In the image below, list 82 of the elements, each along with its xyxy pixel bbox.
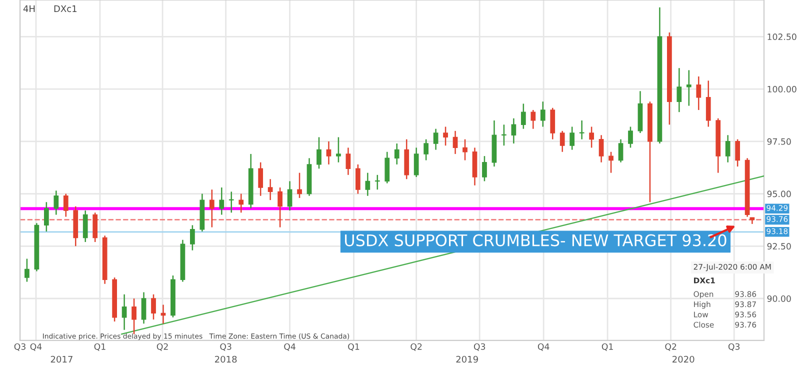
- candlestick: [530, 109, 536, 130]
- candlestick: [141, 292, 146, 324]
- candlestick: [394, 142, 400, 166]
- candlestick: [433, 128, 438, 150]
- candlestick: [696, 76, 702, 111]
- candlestick: [384, 151, 390, 184]
- y-tick-label: 97.50: [767, 138, 791, 145]
- x2-tick-label: 2020: [672, 356, 694, 363]
- candlestick: [278, 186, 282, 228]
- candlestick: [560, 130, 565, 152]
- candlestick: [570, 126, 575, 150]
- x-tick-label: Q1: [348, 343, 360, 351]
- candlestick: [82, 210, 88, 243]
- y-tick-label: 102.50: [768, 34, 796, 40]
- x-tick-label: Q3: [728, 343, 740, 351]
- candlestick: [520, 103, 526, 130]
- candlestick: [54, 190, 59, 216]
- x-tick-label: Q2: [156, 343, 168, 351]
- x-tick-label: Q3: [474, 343, 486, 351]
- candlestick: [238, 193, 244, 214]
- candlestick: [92, 212, 98, 243]
- candlestick: [346, 147, 351, 176]
- candlestick: [336, 136, 341, 163]
- candlestick: [355, 164, 360, 194]
- candlestick: [326, 140, 332, 166]
- candlestick: [589, 126, 594, 148]
- x-tick-label: Q3: [14, 343, 26, 351]
- candlestick: [365, 172, 370, 196]
- candlestick: [608, 151, 614, 174]
- x2-tick-label: 2018: [214, 356, 237, 363]
- candlestick: [502, 124, 506, 146]
- candlestick: [219, 186, 224, 216]
- candlestick: [676, 67, 682, 113]
- candlestick: [414, 147, 419, 178]
- candlestick: [297, 172, 302, 199]
- candlestick: [424, 138, 429, 161]
- candlestick: [132, 298, 136, 335]
- candlestick: [443, 126, 448, 146]
- candlestick: [44, 202, 49, 232]
- x-tick-label: Q1: [602, 343, 613, 351]
- x-tick-label: Q3: [220, 343, 232, 351]
- candlestick: [316, 136, 322, 170]
- candlestick: [540, 100, 546, 128]
- y-tick-label: 92.50: [767, 243, 791, 250]
- candlestick: [735, 138, 740, 168]
- candlestick: [618, 138, 624, 163]
- candlestick: [462, 138, 468, 161]
- x-tick-label: Q2: [410, 343, 422, 351]
- annotation: USDX SUPPORT CRUMBLES- NEW TARGET 93.20: [345, 234, 726, 246]
- x-tick-label: Q2: [665, 343, 676, 351]
- x-tick-label: Q4: [538, 343, 550, 351]
- candlestick: [122, 294, 127, 331]
- candlestick: [452, 130, 458, 155]
- candlestick: [151, 294, 156, 320]
- x2-tick-label: 2017: [50, 356, 72, 363]
- candlestick: [258, 162, 264, 196]
- x-tick-label: Q4: [284, 343, 296, 351]
- annotation: 4H: [23, 5, 35, 12]
- candlestick: [24, 258, 30, 282]
- candlestick: [598, 134, 604, 163]
- candlestick: [686, 70, 692, 106]
- candlestick: [374, 174, 380, 190]
- candlestick: [579, 120, 584, 140]
- candlestick: [228, 191, 234, 214]
- candlestick: [706, 80, 711, 128]
- annotation: DXc1: [54, 5, 76, 12]
- candlestick: [190, 224, 195, 251]
- candlestick: [287, 180, 292, 212]
- candlestick: [482, 155, 487, 182]
- candlestick: [628, 126, 633, 148]
- candlestick: [725, 134, 730, 163]
- x-tick-label: Q4: [30, 343, 42, 351]
- candlestick: [268, 178, 273, 201]
- y-tick-label: 90.00: [767, 295, 791, 302]
- candlestick: [63, 193, 68, 218]
- candlestick: [550, 107, 556, 140]
- x2-tick-label: 2019: [456, 356, 478, 363]
- x-tick-label: Q1: [94, 343, 106, 351]
- y-tick-label: 95.00: [767, 190, 791, 198]
- candlestick: [511, 118, 516, 144]
- candlestick: [209, 188, 214, 228]
- y-tick-label: 100.00: [768, 86, 796, 92]
